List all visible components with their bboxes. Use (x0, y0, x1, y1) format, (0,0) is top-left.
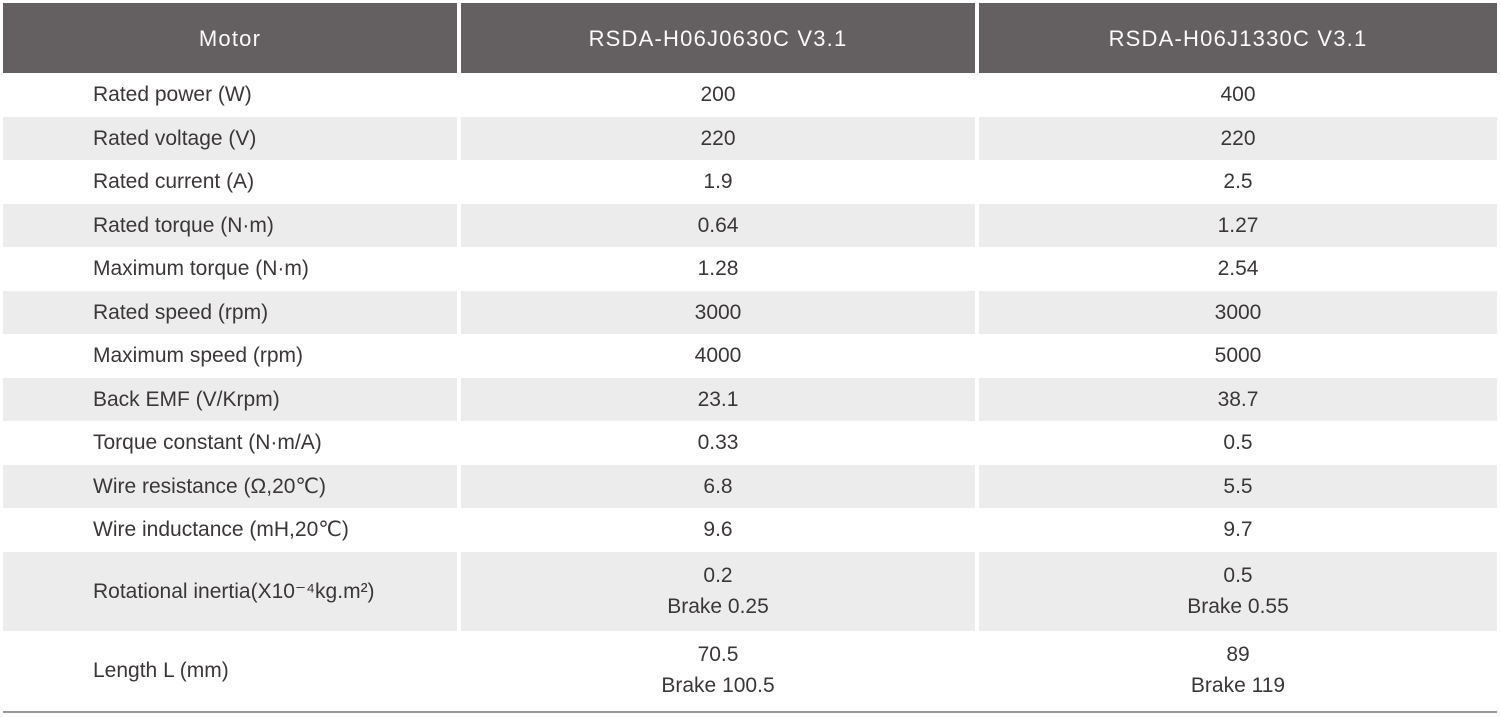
table-row-maximum-speed: Maximum speed (rpm) 4000 5000 (3, 334, 1497, 378)
cell-value: 70.5 Brake 100.5 (661, 643, 775, 697)
header-motor: Motor (3, 3, 457, 73)
table-row-rotational-inertia: Rotational inertia(X10⁻⁴kg.m²) 0.2 Brake… (3, 551, 1497, 631)
cell-value: 220 (979, 116, 1497, 160)
row-label: Back EMF (V/Krpm) (3, 377, 457, 421)
row-label: Rated current (A) (93, 170, 255, 194)
table-row-rated-torque: Rated torque (N·m) 0.64 1.27 (3, 203, 1497, 247)
cell-value: 4000 (694, 344, 742, 368)
cell-value: 9.7 (1223, 518, 1253, 542)
table-row-back-emf: Back EMF (V/Krpm) 23.1 38.7 (3, 377, 1497, 421)
cell-value: 3000 (461, 290, 975, 334)
row-label: Rated voltage (V) (3, 116, 457, 160)
table-bottom-border (3, 710, 1497, 713)
table-row-wire-inductance: Wire inductance (mH,20℃) 9.6 9.7 (3, 508, 1497, 552)
motor-spec-table: Motor RSDA-H06J0630C V3.1 RSDA-H06J1330C… (3, 3, 1497, 713)
table-row-maximum-torque: Maximum torque (N·m) 1.28 2.54 (3, 247, 1497, 291)
cell-value: 0.5 Brake 0.55 (979, 551, 1497, 631)
cell-value: 2.5 (1223, 170, 1253, 194)
table-row-length: Length L (mm) 70.5 Brake 100.5 89 Brake … (3, 631, 1497, 710)
table-row-torque-constant: Torque constant (N·m/A) 0.33 0.5 (3, 421, 1497, 465)
cell-value: 5.5 (979, 464, 1497, 508)
cell-value: 6.8 (461, 464, 975, 508)
table-row-wire-resistance: Wire resistance (Ω,20℃) 6.8 5.5 (3, 464, 1497, 508)
row-label: Rated speed (rpm) (3, 290, 457, 334)
cell-value: 1.28 (697, 257, 739, 281)
cell-value: 3000 (979, 290, 1497, 334)
cell-value: 200 (700, 83, 736, 107)
row-label: Torque constant (N·m/A) (93, 431, 322, 455)
cell-value: 23.1 (461, 377, 975, 421)
cell-value: 89 Brake 119 (1190, 643, 1286, 697)
row-label: Rated torque (N·m) (3, 203, 457, 247)
table-header-row: Motor RSDA-H06J0630C V3.1 RSDA-H06J1330C… (3, 3, 1497, 73)
cell-value: 9.6 (703, 518, 733, 542)
cell-value: 0.5 (1223, 431, 1253, 455)
cell-value: 1.9 (703, 170, 733, 194)
row-label: Maximum speed (rpm) (93, 344, 304, 368)
row-label: Length L (mm) (93, 658, 229, 682)
table-row-rated-speed: Rated speed (rpm) 3000 3000 (3, 290, 1497, 334)
cell-value: 38.7 (979, 377, 1497, 421)
row-label: Rotational inertia(X10⁻⁴kg.m²) (3, 551, 457, 631)
row-label: Wire resistance (Ω,20℃) (3, 464, 457, 508)
header-model-2: RSDA-H06J1330C V3.1 (979, 3, 1497, 73)
row-label: Rated power (W) (93, 83, 252, 107)
table-row-rated-voltage: Rated voltage (V) 220 220 (3, 116, 1497, 160)
cell-value: 220 (461, 116, 975, 160)
cell-value: 5000 (1214, 344, 1262, 368)
cell-value: 0.64 (461, 203, 975, 247)
header-model-1: RSDA-H06J0630C V3.1 (461, 3, 975, 73)
cell-value: 2.54 (1217, 257, 1259, 281)
cell-value: 1.27 (979, 203, 1497, 247)
cell-value: 0.33 (697, 431, 739, 455)
table-row-rated-current: Rated current (A) 1.9 2.5 (3, 160, 1497, 204)
row-label: Maximum torque (N·m) (93, 257, 309, 281)
cell-value: 400 (1220, 83, 1256, 107)
cell-value: 0.2 Brake 0.25 (461, 551, 975, 631)
row-label: Wire inductance (mH,20℃) (93, 518, 349, 542)
table-row-rated-power: Rated power (W) 200 400 (3, 73, 1497, 117)
